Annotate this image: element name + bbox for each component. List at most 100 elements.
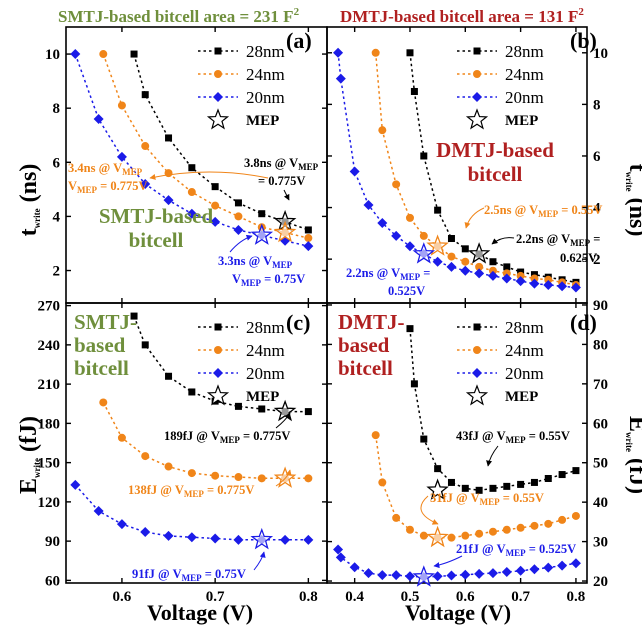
y-tick-label: 8 — [53, 101, 61, 117]
data-point-28nm — [503, 263, 511, 271]
data-point-20nm — [363, 568, 374, 579]
data-point-28nm — [517, 480, 525, 488]
y-axis-label-twrite: twrite (ns) — [16, 164, 42, 237]
data-point-20nm — [460, 265, 471, 276]
legend-label-24nm: 24nm — [505, 341, 544, 360]
annot-c-20nm: 91fJ @ VMEP = 0.75V — [132, 567, 246, 583]
y-tick-label: 60 — [593, 416, 608, 432]
legend-label-28nm: 28nm — [246, 318, 285, 337]
legend-label-24nm: 24nm — [246, 65, 285, 84]
data-point-24nm — [419, 231, 428, 240]
label-smtj-bitcell-c-line3: bitcell — [74, 356, 129, 380]
data-point-24nm — [164, 462, 173, 471]
mep-star — [412, 565, 436, 587]
annot-b-28nm-arrow — [491, 237, 515, 245]
y-tick-label: 90 — [45, 534, 60, 550]
panel-d: 20 30 40 50 60 70 80 90 0.4 0.5 0.6 0.7 0.8 28nm 24nm 2… — [326, 298, 608, 605]
data-point-20nm — [210, 216, 221, 227]
data-point-20nm — [280, 534, 291, 545]
data-point-28nm — [447, 478, 455, 486]
series-line-24nm — [102, 53, 309, 239]
data-point-24nm — [187, 188, 196, 197]
data-point-24nm — [405, 525, 414, 534]
data-point-28nm — [461, 484, 469, 492]
panel-label-c: (c) — [286, 310, 310, 335]
label-smtj-bitcell-a-line2: bitcell — [129, 228, 184, 252]
data-point-24nm — [405, 213, 414, 222]
annot-c-24nm-arrow — [275, 469, 292, 487]
data-point-28nm — [234, 402, 242, 410]
data-point-28nm — [461, 245, 469, 253]
series-line-28nm — [409, 52, 577, 284]
data-point-20nm — [460, 569, 471, 580]
data-point-20nm — [363, 199, 374, 210]
data-point-24nm — [544, 519, 553, 528]
legend-marker-mep — [206, 384, 230, 406]
y-tick-label: 60 — [45, 573, 60, 589]
data-point-20nm — [404, 241, 415, 252]
y-tick-label: 2 — [53, 264, 61, 280]
data-point-24nm — [117, 433, 126, 442]
mep-star — [426, 478, 449, 500]
data-point-28nm — [406, 49, 414, 57]
data-point-20nm — [487, 568, 498, 579]
legend-label-20nm: 20nm — [505, 88, 544, 107]
mep-star — [426, 234, 449, 256]
label-smtj-bitcell-c-line1: SMTJ- — [74, 310, 137, 334]
data-point-20nm — [529, 564, 540, 575]
panel-b: 2 4 6 8 10 28nm 24nm 20nm MEP — [326, 26, 608, 304]
data-point-24nm — [544, 275, 553, 284]
legend-label-28nm: 28nm — [505, 318, 544, 337]
data-point-20nm — [391, 230, 402, 241]
legend-label-28nm: 28nm — [505, 42, 544, 61]
data-point-20nm — [116, 519, 127, 530]
x-tick-label: 0.7 — [206, 589, 225, 605]
data-point-28nm — [165, 372, 173, 380]
x-tick-label: 0.8 — [567, 589, 586, 605]
y-tick-label: 6 — [53, 155, 61, 171]
legend-marker-20nm — [213, 368, 223, 378]
annot-b-20nm-line1: 2.2ns @ VMEP = — [346, 266, 430, 282]
data-point-28nm — [406, 325, 414, 333]
data-point-24nm — [447, 252, 456, 261]
data-point-20nm — [501, 566, 512, 577]
data-point-24nm — [530, 521, 539, 530]
label-smtj-bitcell-a-line1: SMTJ-based — [99, 204, 214, 228]
legend-label-mep: MEP — [246, 113, 279, 129]
y-tick-label: 4 — [593, 201, 601, 217]
label-dmtj-bitcell-d-line2: based — [338, 333, 390, 357]
y-tick-label: 90 — [593, 298, 608, 314]
data-point-20nm — [570, 282, 581, 293]
y-tick-label: 80 — [593, 337, 608, 353]
data-point-28nm — [304, 226, 312, 234]
legend-marker-28nm — [214, 47, 222, 55]
annot-a-24nm-arrow — [149, 171, 269, 180]
data-point-28nm — [258, 210, 266, 218]
y-tick-label: 10 — [593, 46, 608, 62]
data-point-20nm — [404, 571, 415, 582]
data-point-24nm — [378, 478, 387, 487]
legend-label-24nm: 24nm — [505, 65, 544, 84]
data-point-20nm — [529, 278, 540, 289]
data-point-28nm — [410, 87, 418, 95]
data-point-20nm — [140, 526, 151, 537]
y-tick-label: 20 — [593, 574, 608, 590]
label-dmtj-bitcell-b-line2: bitcell — [468, 162, 523, 186]
annot-c-28nm: 189fJ @ VMEP = 0.775V — [164, 429, 290, 445]
data-point-24nm — [461, 257, 470, 266]
annot-a-28nm-line2: = 0.775V — [258, 174, 305, 188]
legend-marker-mep — [206, 108, 230, 130]
data-point-24nm — [371, 48, 380, 57]
data-point-20nm — [163, 195, 174, 206]
legend-label-24nm: 24nm — [246, 341, 285, 360]
panel-label-a: (a) — [286, 28, 312, 53]
series-line-24nm — [374, 434, 577, 539]
panel-label-b: (b) — [570, 28, 597, 53]
data-point-24nm — [475, 529, 484, 538]
header-right-title: DMTJ-based bitcell area = 131 F2 — [340, 6, 584, 26]
data-point-24nm — [141, 142, 150, 151]
mep-star — [467, 242, 491, 264]
data-point-20nm — [377, 570, 388, 581]
data-point-24nm — [99, 50, 108, 59]
